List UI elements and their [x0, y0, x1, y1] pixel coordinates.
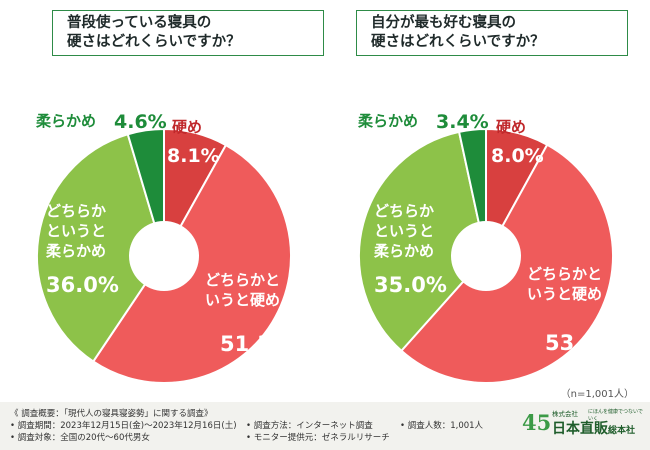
- left-value-hard: 8.1%: [167, 145, 220, 167]
- company-logo: 45 株式会社 にほんを健康でつないでいく 日本直販総本社: [522, 406, 646, 446]
- right-label-somewhat-hard-1: どちらかと: [527, 265, 602, 283]
- chart-title-left: 普段使っている寝具の 硬さはどれくらいですか？: [52, 10, 324, 56]
- left-label-somewhat-hard-2: いうと硬め: [205, 291, 280, 309]
- footer-col-middle: • 調査方法：インターネット調査 • モニター提供元：ゼネラルリサーチ: [246, 420, 390, 444]
- left-label-somewhat-hard-1: どちらかと: [205, 271, 280, 289]
- chart-title-left-line1: 普段使っている寝具の: [67, 15, 212, 31]
- left-label-somewhat-soft-1: どちらか: [46, 202, 106, 220]
- donut-hole: [451, 221, 521, 291]
- donut-charts: 柔らかめ 4.6% 硬め 8.1% どちらか というと 柔らかめ 36.0% ど…: [36, 111, 618, 384]
- logo-tagline: にほんを健康でつないでいく: [588, 409, 643, 422]
- logo-name-main: 日本直販: [552, 421, 608, 437]
- donut-chart-left: [36, 127, 292, 384]
- left-value-soft: 4.6%: [114, 111, 167, 133]
- logo-company-name: 日本直販総本社: [552, 418, 635, 438]
- chart-title-left-line2: 硬さはどれくらいですか？: [67, 34, 241, 50]
- footer-col-right: • 調査人数：1,001人: [400, 420, 483, 432]
- footer-method: • 調査方法：インターネット調査: [246, 421, 373, 431]
- left-value-somewhat-hard: 51.3%: [220, 332, 293, 356]
- right-value-hard: 8.0%: [491, 145, 544, 167]
- left-value-somewhat-soft: 36.0%: [46, 273, 119, 297]
- footer-target: • 調査対象：全国の20代～60代男女: [10, 433, 150, 443]
- right-label-somewhat-soft-1: どちらか: [374, 202, 434, 220]
- left-label-somewhat-soft-2: というと: [46, 222, 106, 240]
- donut-chart-right: [358, 127, 614, 384]
- footer-period: • 調査期間：2023年12月15日(金)～2023年12月16日(土): [10, 421, 237, 431]
- right-label-soft: 柔らかめ: [358, 112, 418, 130]
- footer-provider: • モニター提供元：ゼネラルリサーチ: [246, 433, 390, 443]
- left-label-hard: 硬め: [172, 118, 202, 136]
- footer-count: • 調査人数：1,001人: [400, 421, 484, 431]
- logo-corp-small: 株式会社: [552, 410, 578, 418]
- logo-name-sub: 総本社: [608, 426, 636, 436]
- slice-somewhat-soft: [36, 133, 166, 363]
- left-label-somewhat-soft-3: 柔らかめ: [46, 242, 106, 260]
- logo-anniversary-number: 45: [522, 410, 552, 435]
- chart-title-right: 自分が最も好む寝具の 硬さはどれくらいですか？: [356, 10, 628, 56]
- chart-title-right-line1: 自分が最も好む寝具の: [371, 15, 516, 31]
- right-label-somewhat-soft-3: 柔らかめ: [374, 242, 434, 260]
- right-value-somewhat-hard: 53.6%: [545, 331, 618, 355]
- chart-title-right-line2: 硬さはどれくらいですか？: [371, 34, 545, 50]
- left-chart-labels: 柔らかめ 4.6% 硬め 8.1% どちらか というと 柔らかめ 36.0% ど…: [36, 111, 293, 356]
- footer-col-left: 《 調査概要：「現代人の寝具寝姿勢」に関する調査》 • 調査期間：2023年12…: [10, 408, 237, 444]
- right-chart-labels: 柔らかめ 3.4% 硬め 8.0% どちらか というと 柔らかめ 35.0% ど…: [358, 111, 618, 355]
- survey-footer: 《 調査概要：「現代人の寝具寝姿勢」に関する調査》 • 調査期間：2023年12…: [0, 402, 650, 450]
- right-value-somewhat-soft: 35.0%: [374, 273, 447, 297]
- sample-size-note: （n=1,001人）: [560, 389, 634, 400]
- slice-somewhat-soft: [358, 130, 488, 353]
- right-label-somewhat-hard-2: いうと硬め: [527, 285, 602, 303]
- donut-hole: [129, 221, 199, 291]
- right-value-soft: 3.4%: [436, 111, 489, 133]
- right-label-hard: 硬め: [496, 118, 526, 136]
- footer-summary: 《 調査概要：「現代人の寝具寝姿勢」に関する調査》: [10, 409, 213, 419]
- left-label-soft: 柔らかめ: [36, 112, 96, 130]
- right-label-somewhat-soft-2: というと: [374, 222, 434, 240]
